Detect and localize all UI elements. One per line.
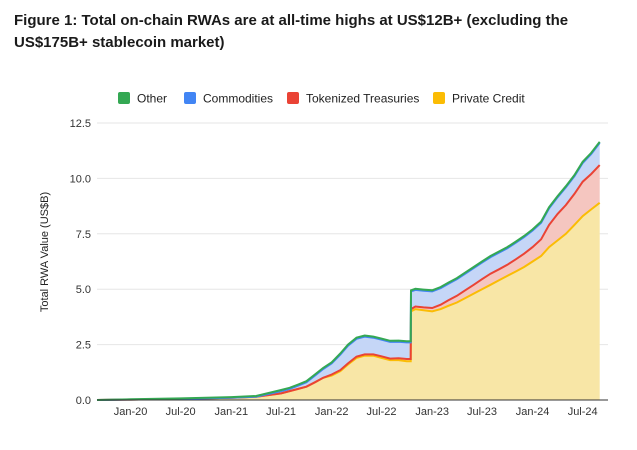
x-tick-label: Jan-23: [415, 406, 449, 418]
figure-title: Figure 1: Total on-chain RWAs are at all…: [14, 12, 569, 51]
line-tokenized-treasuries: [96, 164, 601, 401]
x-tick-label: Jul-20: [166, 406, 196, 418]
x-tick-label: Jan-24: [516, 406, 550, 418]
y-tick-label: 5.0: [76, 284, 91, 296]
legend-label: Other: [137, 92, 167, 106]
legend-label: Private Credit: [452, 92, 525, 106]
x-tick-label: Jan-21: [214, 406, 248, 418]
y-tick-label: 2.5: [76, 340, 91, 352]
legend-swatch-commodities: [184, 92, 196, 104]
chart-lines: [96, 141, 601, 401]
chart-axes: 0.0 2.5 5.0 7.5 10.0 12.5 Jan-20 Jul-20 Jan-21 Ju…: [70, 118, 608, 418]
x-tick-label: Jul-23: [467, 406, 497, 418]
x-tick-label: Jan-22: [315, 406, 349, 418]
line-other: [96, 141, 601, 401]
y-tick-label: 10.0: [70, 173, 91, 185]
y-tick-label: 7.5: [76, 229, 91, 241]
x-tick-label: Jan-20: [114, 406, 148, 418]
area-private-credit: [97, 202, 600, 400]
y-tick-label: 0.0: [76, 395, 91, 407]
area-commodities: [97, 142, 600, 400]
legend-label: Commodities: [203, 92, 273, 106]
y-tick-label: 12.5: [70, 118, 91, 130]
x-tick-label: Jul-22: [367, 406, 397, 418]
y-axis-label: Total RWA Value (US$B): [39, 192, 51, 312]
legend-label: Tokenized Treasuries: [306, 92, 419, 106]
chart-areas: [97, 141, 600, 401]
legend-swatch-other: [118, 92, 130, 104]
x-tick-label: Jul-21: [266, 406, 296, 418]
legend-swatch-tokenized_treasuries: [287, 92, 299, 104]
chart-legend: Other Commodities Tokenized Treasuries Priv…: [118, 92, 525, 106]
x-tick-label: Jul-24: [568, 406, 598, 418]
legend-swatch-private_credit: [433, 92, 445, 104]
